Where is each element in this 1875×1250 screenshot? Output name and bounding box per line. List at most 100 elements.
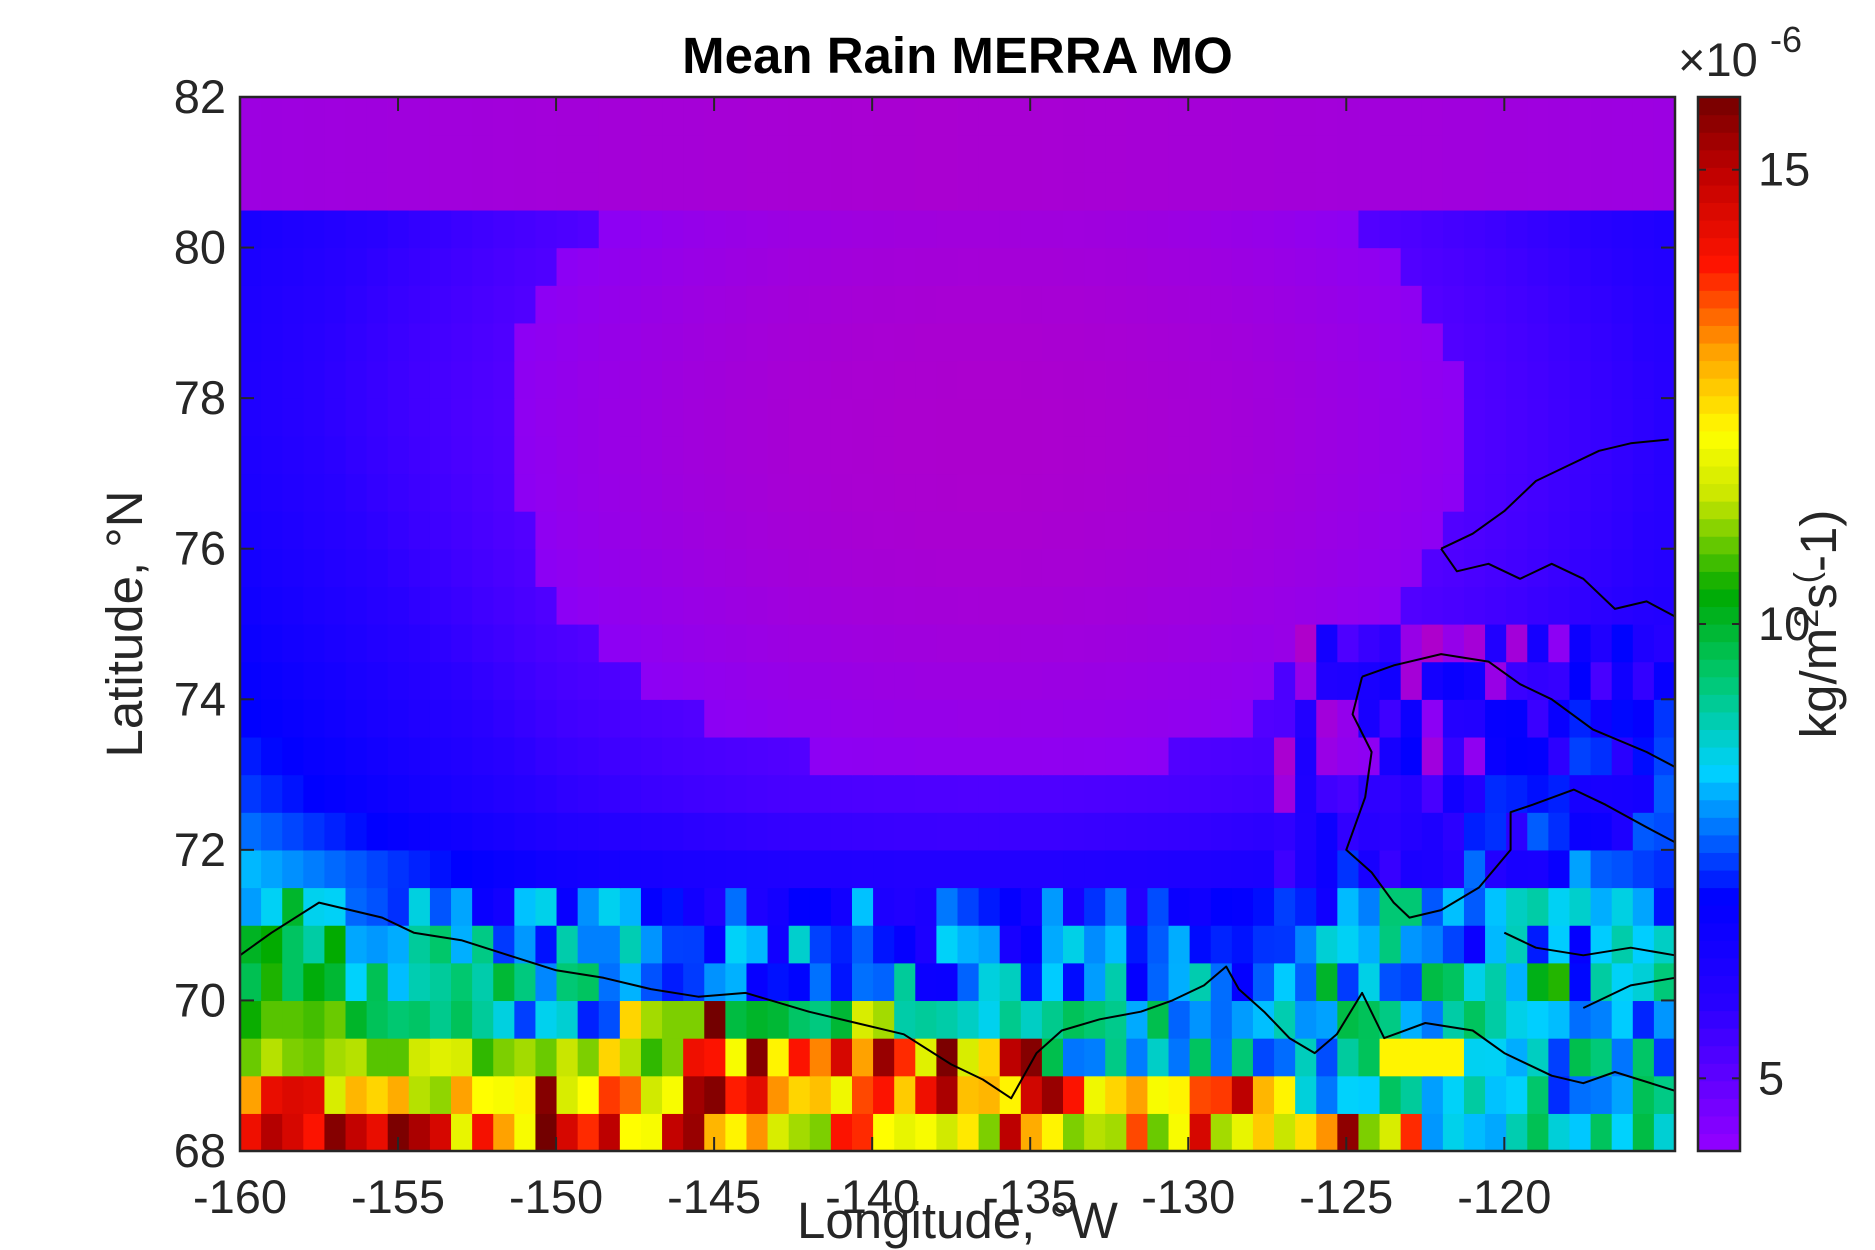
- heatmap-cell: [683, 172, 705, 211]
- heatmap-cell: [1463, 962, 1486, 1002]
- heatmap-cell: [1632, 398, 1655, 437]
- heatmap-cell: [1527, 774, 1549, 813]
- heatmap-cell: [1590, 511, 1613, 550]
- heatmap-cell: [851, 134, 874, 173]
- heatmap-cell: [1020, 398, 1043, 437]
- heatmap-cell: [1400, 285, 1423, 324]
- heatmap-cell: [1337, 586, 1360, 625]
- heatmap-cell: [345, 247, 368, 286]
- heatmap-cell: [1548, 962, 1571, 1002]
- heatmap-cell: [662, 586, 684, 625]
- heatmap-cell: [324, 774, 347, 813]
- heatmap-cell: [345, 172, 368, 211]
- heatmap-cell: [999, 774, 1022, 813]
- heatmap-cell: [1442, 925, 1465, 964]
- heatmap-cell: [1379, 849, 1402, 889]
- heatmap-cell: [1506, 661, 1528, 700]
- heatmap-cell: [1485, 209, 1507, 249]
- heatmap-cell: [387, 736, 410, 776]
- heatmap-cell: [619, 172, 642, 211]
- heatmap-cell: [345, 511, 368, 550]
- colorbar-segment: [1698, 905, 1740, 924]
- heatmap-cell: [324, 624, 347, 663]
- heatmap-cell: [556, 97, 579, 136]
- heatmap-cell: [788, 849, 811, 889]
- heatmap-cell: [704, 360, 726, 399]
- heatmap-cell: [1063, 398, 1085, 437]
- heatmap-cell: [851, 774, 874, 813]
- heatmap-cell: [999, 1113, 1022, 1152]
- colorbar-segment: [1698, 729, 1740, 748]
- heatmap-cell: [1485, 849, 1507, 889]
- heatmap-cell: [1569, 247, 1592, 286]
- heatmap-cell: [830, 1038, 853, 1077]
- heatmap-cell: [1189, 1113, 1212, 1152]
- heatmap-cell: [957, 511, 980, 550]
- heatmap-cell: [1527, 812, 1549, 851]
- heatmap-cell: [451, 285, 473, 324]
- heatmap-cell: [1147, 736, 1170, 776]
- heatmap-cell: [1231, 736, 1254, 776]
- heatmap-cell: [1168, 134, 1191, 173]
- heatmap-cell: [514, 1113, 537, 1152]
- heatmap-cell: [240, 849, 262, 889]
- heatmap-cell: [767, 774, 790, 813]
- heatmap-cell: [514, 360, 537, 399]
- heatmap-cell: [1274, 624, 1296, 663]
- colorbar-segment: [1698, 694, 1740, 713]
- heatmap-cell: [704, 322, 726, 362]
- heatmap-cell: [514, 435, 537, 475]
- heatmap-cell: [1400, 699, 1423, 738]
- heatmap-cell: [1611, 586, 1634, 625]
- heatmap-cell: [809, 774, 832, 813]
- heatmap-cell: [1295, 209, 1317, 249]
- heatmap-cell: [767, 473, 790, 512]
- heatmap-cell: [915, 925, 937, 964]
- heatmap-cell: [746, 322, 769, 362]
- heatmap-cell: [915, 134, 937, 173]
- heatmap-cell: [1632, 887, 1655, 926]
- heatmap-cell: [809, 849, 832, 889]
- heatmap-cell: [978, 398, 1001, 437]
- heatmap-cell: [1569, 360, 1592, 399]
- heatmap-cell: [1231, 774, 1254, 813]
- chart-title: Mean Rain MERRA MO: [682, 27, 1233, 84]
- heatmap-cell: [788, 134, 811, 173]
- heatmap-cell: [1337, 812, 1360, 851]
- y-tick-label: 78: [174, 371, 226, 424]
- heatmap-cell: [1611, 97, 1634, 136]
- heatmap-cell: [1485, 699, 1507, 738]
- heatmap-cell: [577, 624, 600, 663]
- heatmap-cell: [556, 172, 579, 211]
- heatmap-cell: [999, 1038, 1022, 1077]
- heatmap-cell: [1358, 586, 1381, 625]
- heatmap-cell: [1337, 247, 1360, 286]
- heatmap-cell: [1041, 661, 1064, 700]
- heatmap-cell: [1421, 511, 1444, 550]
- heatmap-cell: [957, 1038, 980, 1077]
- heatmap-cell: [240, 322, 262, 362]
- heatmap-cell: [1041, 360, 1064, 399]
- heatmap-cell: [1527, 97, 1549, 136]
- colorbar-segment: [1698, 1080, 1740, 1099]
- heatmap-cell: [1379, 97, 1402, 136]
- heatmap-cell: [894, 247, 916, 286]
- heatmap-cell: [746, 699, 769, 738]
- heatmap-cell: [999, 511, 1022, 550]
- heatmap-cell: [1231, 887, 1254, 926]
- heatmap-cell: [999, 624, 1022, 663]
- heatmap-cell: [851, 398, 874, 437]
- heatmap-cell: [535, 736, 558, 776]
- heatmap-cell: [873, 511, 895, 550]
- heatmap-cell: [1485, 134, 1507, 173]
- heatmap-cell: [1421, 172, 1444, 211]
- axis-ticks: [239, 96, 1675, 1152]
- heatmap-cell: [809, 699, 832, 738]
- heatmap-cell: [640, 624, 663, 663]
- heatmap-cell: [1126, 1075, 1149, 1114]
- heatmap-cell: [1400, 774, 1423, 813]
- heatmap-cell: [915, 736, 937, 776]
- heatmap-cell: [429, 97, 452, 136]
- heatmap-cell: [957, 435, 980, 475]
- heatmap-cell: [1379, 285, 1402, 324]
